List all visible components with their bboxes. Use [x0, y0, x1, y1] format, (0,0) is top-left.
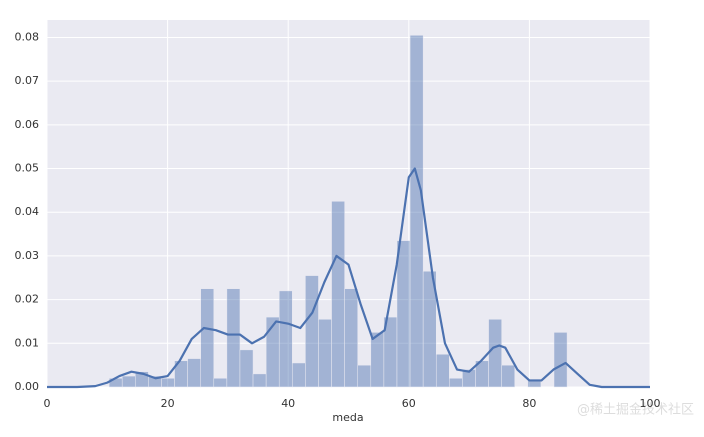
y-tick-label: 0.07 [15, 74, 40, 87]
bar [226, 288, 241, 388]
bar [344, 288, 358, 388]
y-tick-label: 0.06 [15, 118, 40, 131]
bar [488, 319, 502, 388]
x-tick-label: 100 [640, 397, 661, 410]
x-tick-label: 20 [161, 397, 175, 410]
bar [305, 275, 319, 388]
bar [278, 290, 293, 388]
x-tick-label: 80 [522, 397, 536, 410]
bar [396, 240, 411, 388]
y-tick-label: 0.03 [15, 249, 40, 262]
y-tick-label: 0.00 [15, 380, 40, 393]
bar [409, 35, 424, 388]
bar [357, 364, 372, 388]
y-tick-label: 0.08 [15, 30, 40, 43]
x-tick-label: 40 [281, 397, 295, 410]
bar [318, 319, 332, 388]
bar [187, 358, 201, 388]
y-tick-label: 0.01 [15, 336, 40, 349]
bar [213, 378, 228, 388]
bar [449, 378, 463, 388]
x-axis-label: meda [332, 411, 363, 424]
x-tick-label: 0 [44, 397, 51, 410]
kde-line [47, 167, 650, 389]
x-tick-label: 60 [402, 397, 416, 410]
bar [121, 375, 136, 388]
bar [553, 332, 568, 388]
bar [370, 332, 385, 388]
y-tick-label: 0.05 [15, 162, 40, 175]
y-tick-label: 0.04 [15, 205, 40, 218]
bar [331, 201, 345, 388]
bar [501, 364, 515, 388]
bar [422, 270, 437, 388]
bar [435, 353, 450, 388]
bar [200, 288, 215, 388]
bar [239, 349, 254, 388]
y-tick-label: 0.02 [15, 293, 40, 306]
watermark: @稀土掘金技术社区 [577, 402, 694, 418]
bar [292, 362, 306, 388]
bar [252, 373, 267, 388]
bar [161, 378, 175, 388]
